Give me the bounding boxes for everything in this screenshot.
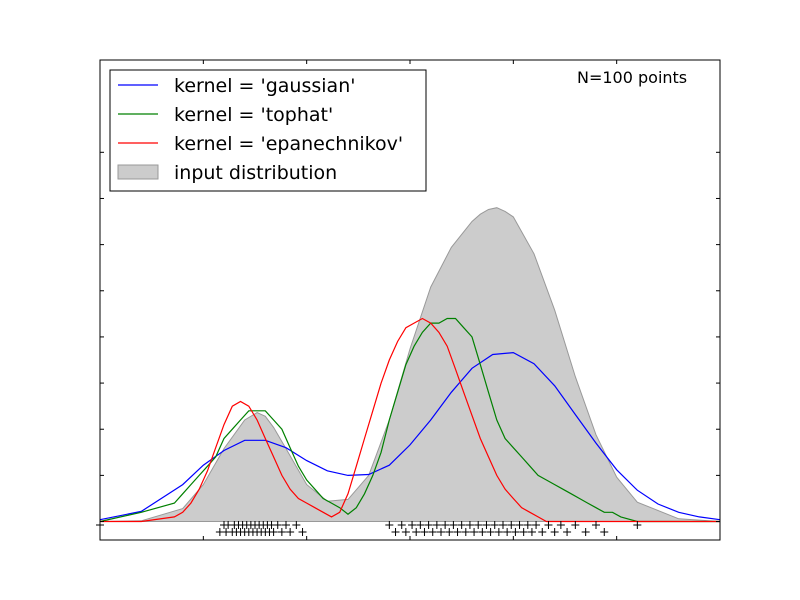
sample-marker xyxy=(282,521,290,529)
sample-marker xyxy=(581,528,590,536)
sample-marker xyxy=(273,521,282,529)
sample-marker xyxy=(470,528,479,536)
legend: kernel = 'gaussian' kernel = 'tophat' kern… xyxy=(109,69,427,192)
sample-marker xyxy=(474,521,483,529)
sample-marker xyxy=(494,528,503,536)
sample-marker xyxy=(408,521,417,529)
sample-marker xyxy=(592,521,600,529)
legend-label: kernel = 'epanechnikov' xyxy=(174,133,403,155)
legend-swatch-area xyxy=(117,164,159,180)
sample-marker xyxy=(453,528,462,536)
sample-marker xyxy=(412,528,421,536)
sample-marker xyxy=(523,521,532,529)
sample-marker xyxy=(544,521,553,529)
sample-marker xyxy=(486,528,495,536)
sample-marker xyxy=(527,528,536,536)
kernel-epanechnikov-line xyxy=(100,317,720,523)
sample-marker xyxy=(424,521,433,529)
sample-marker xyxy=(563,528,572,536)
sample-marker xyxy=(550,528,559,536)
legend-box xyxy=(109,69,427,192)
sample-marker xyxy=(277,528,286,536)
sample-marker xyxy=(420,528,429,536)
sample-count-annotation: N=100 points xyxy=(577,68,687,87)
sample-marker xyxy=(499,521,507,529)
sample-marker xyxy=(556,521,565,529)
sample-marker xyxy=(461,528,470,536)
kernel-tophat-line xyxy=(99,317,720,523)
sample-marker xyxy=(432,521,441,529)
legend-label: kernel = 'gaussian' xyxy=(174,75,355,97)
sample-marker xyxy=(457,521,466,529)
sample-marker xyxy=(511,528,520,536)
plot-area xyxy=(96,59,721,541)
sample-marker xyxy=(519,528,528,536)
sample-marker xyxy=(600,528,609,536)
sample-marker xyxy=(515,521,524,529)
sample-marker xyxy=(269,528,278,536)
sample-marker xyxy=(490,521,499,529)
sample-marker xyxy=(401,528,410,536)
legend-label: kernel = 'tophat' xyxy=(174,104,333,126)
kernel-gaussian-line xyxy=(99,351,721,521)
sample-marker xyxy=(292,521,301,529)
sample-marker xyxy=(416,521,425,529)
sample-marker xyxy=(482,521,491,529)
sample-marker xyxy=(633,521,642,529)
sample-marker xyxy=(465,521,474,529)
sample-marker xyxy=(286,528,295,536)
sample-marker xyxy=(298,528,307,536)
sample-marker xyxy=(571,521,580,529)
sample-marker xyxy=(385,521,394,529)
sample-marker xyxy=(397,521,406,529)
sample-marker xyxy=(478,528,487,536)
sample-marker xyxy=(503,528,512,536)
legend-label: input distribution xyxy=(174,162,337,184)
input-distribution-area xyxy=(99,207,721,522)
sample-marker xyxy=(445,528,454,536)
sample-marker xyxy=(507,521,516,529)
sample-marker xyxy=(449,521,458,529)
sample-marker xyxy=(428,528,437,536)
sample-marker xyxy=(538,528,547,536)
sample-marker xyxy=(441,521,450,529)
sample-marker xyxy=(437,528,445,536)
sample-marker xyxy=(532,521,541,529)
sample-marker xyxy=(391,528,400,536)
